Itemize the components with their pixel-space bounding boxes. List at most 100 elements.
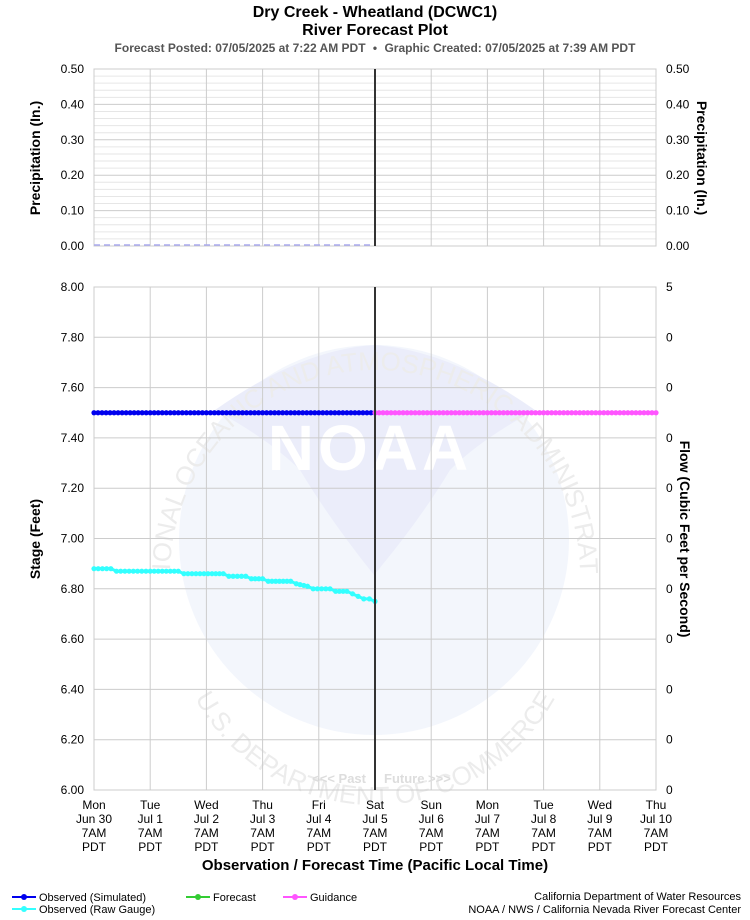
series-point-observed-simulated bbox=[280, 410, 286, 416]
series-point-guidance bbox=[480, 410, 486, 416]
series-point-observed-simulated bbox=[264, 410, 270, 416]
series-point-observed-raw-gauge bbox=[273, 578, 279, 584]
series-point-observed-raw-gauge bbox=[323, 586, 329, 592]
series-point-guidance bbox=[585, 410, 591, 416]
series-point-guidance bbox=[512, 410, 519, 416]
precip-tick-right: 0.20 bbox=[666, 168, 690, 182]
series-point-guidance bbox=[597, 410, 603, 416]
x-tick-label: Sun Jul 6 7AM PDT bbox=[419, 798, 445, 854]
stage-tick-left: 7.00 bbox=[61, 532, 85, 546]
series-point-observed-simulated bbox=[115, 410, 121, 416]
series-point-guidance bbox=[440, 410, 446, 416]
series-point-observed-raw-gauge bbox=[333, 588, 339, 594]
series-point-observed-simulated bbox=[340, 410, 346, 416]
stage-tick-left: 7.20 bbox=[61, 481, 85, 495]
precip-tick-right: 0.30 bbox=[666, 133, 690, 147]
series-point-observed-raw-gauge bbox=[163, 568, 169, 574]
series-point-guidance bbox=[484, 410, 490, 416]
series-point-observed-simulated bbox=[139, 410, 145, 416]
series-point-observed-simulated bbox=[251, 410, 258, 416]
x-tick-label: Mon Jul 7 7AM PDT bbox=[475, 798, 501, 854]
series-point-observed-simulated bbox=[284, 410, 290, 416]
noaa-logo-text: NOAA bbox=[268, 412, 472, 484]
series-point-observed-raw-gauge bbox=[181, 571, 187, 577]
series-point-observed-simulated bbox=[91, 410, 97, 416]
stage-tick-left: 6.20 bbox=[61, 733, 85, 747]
series-point-observed-simulated bbox=[320, 410, 326, 416]
series-point-observed-raw-gauge bbox=[280, 578, 286, 584]
series-point-observed-raw-gauge bbox=[175, 568, 181, 574]
series-point-guidance bbox=[384, 410, 390, 416]
series-point-guidance bbox=[412, 410, 418, 416]
x-tick-label: Mon Jun 30 7AM PDT bbox=[76, 798, 112, 854]
series-point-observed-simulated bbox=[344, 410, 350, 416]
series-point-observed-raw-gauge bbox=[122, 568, 128, 574]
flow-tick-right: 0 bbox=[666, 381, 673, 395]
series-point-guidance bbox=[653, 410, 659, 416]
series-point-guidance bbox=[432, 410, 438, 416]
series-point-observed-raw-gauge bbox=[185, 571, 191, 577]
series-point-guidance bbox=[637, 410, 643, 416]
series-point-guidance bbox=[621, 410, 627, 416]
series-point-guidance bbox=[528, 410, 535, 416]
series-point-observed-raw-gauge bbox=[216, 571, 223, 577]
series-point-guidance bbox=[408, 410, 414, 416]
stage-tick-left: 7.60 bbox=[61, 381, 85, 395]
series-point-guidance bbox=[541, 410, 547, 416]
series-point-observed-raw-gauge bbox=[355, 593, 361, 599]
legend-swatch-dot-guidance bbox=[292, 894, 298, 900]
series-point-observed-simulated bbox=[219, 410, 226, 416]
series-point-guidance bbox=[613, 410, 619, 416]
series-point-observed-simulated bbox=[207, 410, 214, 416]
flow-tick-right: 0 bbox=[666, 532, 673, 546]
precip-tick-left: 0.10 bbox=[61, 204, 85, 218]
series-point-guidance bbox=[516, 410, 523, 416]
precip-tick-right: 0.40 bbox=[666, 97, 690, 111]
x-tick-label: Tue Jul 1 7AM PDT bbox=[138, 798, 164, 854]
series-point-observed-raw-gauge bbox=[113, 568, 120, 574]
series-point-observed-simulated bbox=[155, 410, 161, 416]
series-point-observed-raw-gauge bbox=[234, 573, 240, 579]
series-point-observed-simulated bbox=[195, 410, 201, 416]
series-point-observed-raw-gauge bbox=[104, 566, 110, 572]
precip-tick-labels: 0.50 0.50 0.40 0.40 0.30 0.30 0.20 0.20 0.10 0.10… bbox=[61, 62, 690, 253]
series-point-observed-raw-gauge bbox=[95, 566, 101, 572]
series-point-observed-raw-gauge bbox=[197, 571, 203, 577]
series-point-observed-raw-gauge bbox=[209, 571, 215, 577]
precip-ylabel-right: Precipitation (In.) bbox=[694, 101, 710, 215]
series-point-guidance bbox=[400, 410, 406, 416]
series-point-guidance bbox=[416, 410, 422, 416]
precip-tick-left: 0.00 bbox=[61, 239, 85, 253]
precip-ylabel-left: Precipitation (In.) bbox=[27, 101, 43, 215]
series-point-observed-raw-gauge bbox=[361, 596, 367, 602]
series-point-observed-simulated bbox=[332, 410, 338, 416]
x-tick-labels: Mon Jun 30 7AM PDT Tue Jul 1 7AM PDT Wed Jul 2 7AM… bbox=[76, 798, 672, 854]
series-point-observed-simulated bbox=[360, 410, 366, 416]
series-point-observed-simulated bbox=[99, 410, 105, 416]
series-point-observed-simulated bbox=[179, 410, 185, 416]
series-point-guidance bbox=[472, 410, 478, 416]
precip-tick-right: 0.00 bbox=[666, 239, 690, 253]
flow-tick-right: 0 bbox=[666, 783, 673, 797]
x-tick-label: Thu Jul 10 7AM PDT bbox=[640, 798, 672, 854]
series-point-observed-simulated bbox=[143, 410, 149, 416]
series-point-guidance bbox=[569, 410, 575, 416]
series-point-observed-simulated bbox=[296, 410, 302, 416]
series-point-observed-raw-gauge bbox=[130, 568, 136, 574]
chart-subtitle: River Forecast Plot bbox=[302, 22, 448, 39]
legend-label-guidance: Guidance bbox=[310, 892, 357, 904]
series-point-observed-simulated bbox=[131, 410, 137, 416]
series-point-observed-simulated bbox=[308, 410, 314, 416]
series-point-guidance bbox=[420, 410, 426, 416]
separator-bullet: • bbox=[372, 41, 378, 55]
series-point-guidance bbox=[641, 410, 647, 416]
series-point-guidance bbox=[593, 410, 599, 416]
stage-tick-left: 6.00 bbox=[61, 783, 85, 797]
series-point-observed-raw-gauge bbox=[143, 568, 149, 574]
series-point-observed-raw-gauge bbox=[336, 588, 343, 594]
series-point-observed-simulated bbox=[203, 410, 209, 416]
series-point-observed-simulated bbox=[223, 410, 230, 416]
series-point-guidance bbox=[464, 410, 470, 416]
series-point-observed-raw-gauge bbox=[171, 568, 177, 574]
precip-tick-left: 0.40 bbox=[61, 97, 85, 111]
